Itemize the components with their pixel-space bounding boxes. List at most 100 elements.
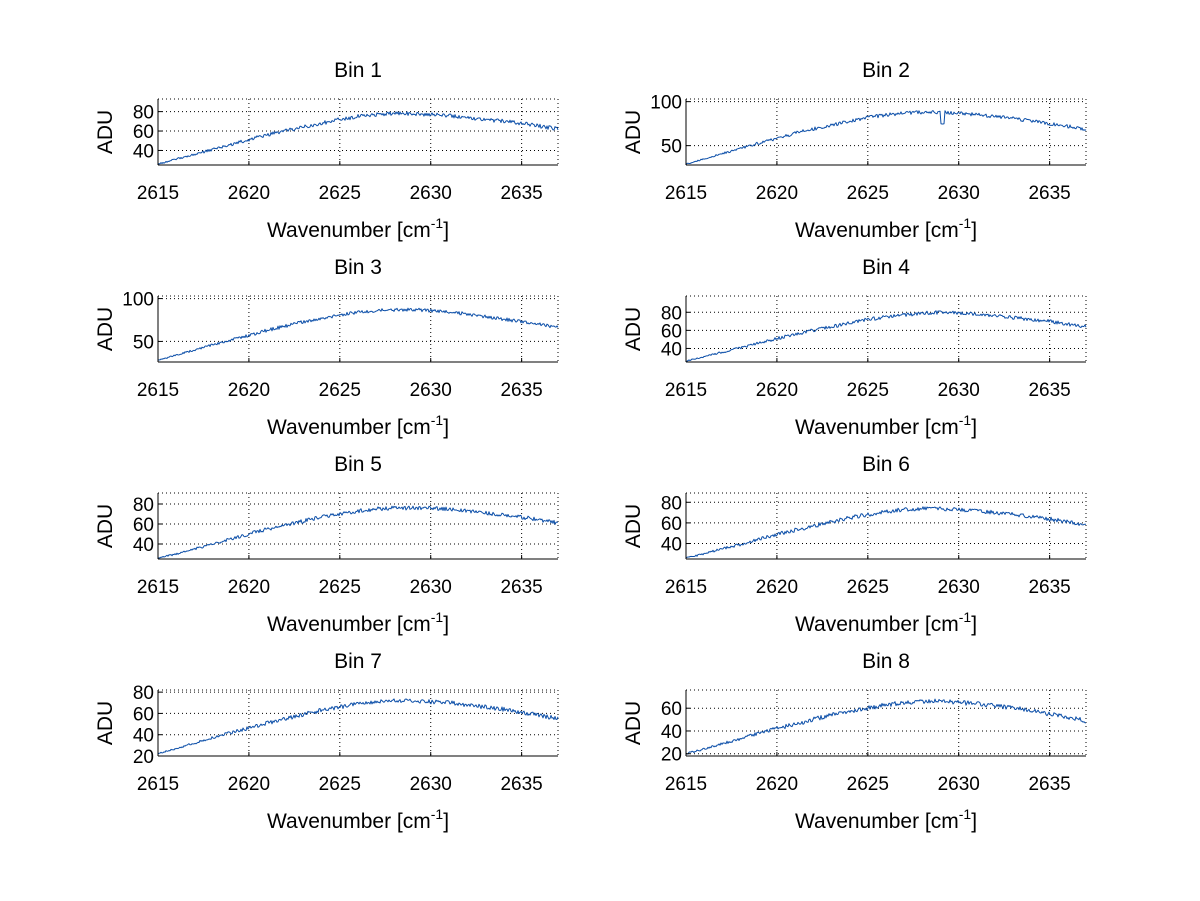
y-tick-label: 100 — [650, 93, 682, 114]
x-tick-label: 2625 — [319, 577, 361, 598]
plot-area — [686, 99, 1086, 165]
x-axis-label-tail: ] — [971, 416, 977, 439]
x-axis-label-tail: ] — [971, 613, 977, 636]
x-tick-label: 2630 — [938, 577, 980, 598]
x-axis-label-main: Wavenumber [cm — [267, 416, 431, 439]
subplot-title: Bin 3 — [334, 256, 382, 279]
x-axis-label-tail: ] — [971, 219, 977, 242]
x-axis-label: Wavenumber [cm-1] — [795, 806, 977, 833]
subplot-title: Bin 8 — [862, 650, 910, 673]
x-tick-label: 2635 — [1028, 774, 1070, 795]
x-axis-label: Wavenumber [cm-1] — [267, 806, 449, 833]
y-tick-label: 60 — [133, 704, 154, 725]
y-tick-label: 40 — [133, 535, 154, 556]
y-tick-label: 80 — [661, 303, 682, 324]
x-axis-label-superscript: -1 — [431, 412, 444, 428]
x-tick-label: 2630 — [938, 380, 980, 401]
x-tick-label: 2620 — [756, 577, 798, 598]
y-axis-label: ADU — [622, 307, 645, 351]
y-axis-label: ADU — [94, 504, 117, 548]
plot-area — [686, 296, 1086, 362]
x-axis-label-superscript: -1 — [959, 215, 972, 231]
x-tick-label: 2625 — [847, 183, 889, 204]
y-tick-label: 80 — [133, 495, 154, 516]
subplot-title: Bin 4 — [862, 256, 910, 279]
y-tick-label: 60 — [661, 699, 682, 720]
x-axis-label-main: Wavenumber [cm — [795, 219, 959, 242]
x-tick-label: 2635 — [500, 774, 542, 795]
subplot-bin-3: 2615 2620 2625 2630 2635 50 100 Bin 3 Wavenumber… — [94, 256, 559, 439]
x-tick-label: 2620 — [228, 183, 270, 204]
x-tick-label: 2625 — [847, 577, 889, 598]
x-axis-label-tail: ] — [443, 416, 449, 439]
x-tick-label: 2615 — [137, 577, 179, 598]
plot-area — [686, 493, 1086, 559]
x-axis-label-main: Wavenumber [cm — [795, 810, 959, 833]
y-tick-label: 60 — [133, 515, 154, 536]
y-tick-label: 80 — [133, 683, 154, 704]
x-axis-label-tail: ] — [971, 810, 977, 833]
y-tick-label: 100 — [122, 290, 154, 311]
x-tick-label: 2625 — [319, 774, 361, 795]
y-tick-label: 40 — [661, 535, 682, 556]
x-axis-label-superscript: -1 — [431, 609, 444, 625]
y-axis-label: ADU — [94, 701, 117, 745]
x-tick-label: 2620 — [756, 183, 798, 204]
plot-area — [158, 690, 558, 756]
x-tick-label: 2635 — [1028, 380, 1070, 401]
y-tick-label: 40 — [661, 339, 682, 360]
y-tick-label: 50 — [133, 332, 154, 353]
x-tick-label: 2620 — [228, 380, 270, 401]
x-tick-label: 2615 — [665, 577, 707, 598]
x-axis-label-superscript: -1 — [959, 806, 972, 822]
x-axis-label: Wavenumber [cm-1] — [795, 412, 977, 439]
x-tick-label: 2620 — [228, 774, 270, 795]
y-tick-label: 50 — [661, 137, 682, 158]
x-axis-label-main: Wavenumber [cm — [795, 416, 959, 439]
spectrum-line — [685, 310, 1087, 362]
y-tick-label: 40 — [133, 141, 154, 162]
x-tick-label: 2630 — [410, 183, 452, 204]
x-tick-label: 2630 — [410, 380, 452, 401]
plot-area — [158, 493, 558, 559]
subplot-title: Bin 1 — [334, 59, 382, 82]
spectrum-line — [157, 111, 559, 165]
x-axis-label: Wavenumber [cm-1] — [795, 609, 977, 636]
x-axis-label-main: Wavenumber [cm — [267, 219, 431, 242]
x-tick-label: 2615 — [137, 380, 179, 401]
x-axis-label-main: Wavenumber [cm — [795, 613, 959, 636]
spectrum-line — [685, 698, 1087, 755]
x-axis-label-main: Wavenumber [cm — [267, 810, 431, 833]
subplot-title: Bin 2 — [862, 59, 910, 82]
x-axis-label-superscript: -1 — [959, 412, 972, 428]
y-axis-label: ADU — [94, 307, 117, 351]
y-tick-label: 60 — [661, 321, 682, 342]
spectrum-line — [157, 307, 559, 361]
x-axis-label-superscript: -1 — [431, 806, 444, 822]
x-axis-label-superscript: -1 — [431, 215, 444, 231]
x-tick-label: 2635 — [1028, 577, 1070, 598]
y-tick-label: 40 — [133, 726, 154, 747]
x-tick-label: 2615 — [137, 183, 179, 204]
x-axis-label: Wavenumber [cm-1] — [267, 412, 449, 439]
x-axis-label-tail: ] — [443, 219, 449, 242]
plot-area — [158, 296, 558, 362]
x-axis-label: Wavenumber [cm-1] — [795, 215, 977, 242]
x-tick-label: 2615 — [137, 774, 179, 795]
subplot-title: Bin 5 — [334, 453, 382, 476]
x-tick-label: 2635 — [500, 577, 542, 598]
y-tick-label: 60 — [661, 514, 682, 535]
x-axis-label-superscript: -1 — [959, 609, 972, 625]
y-axis-label: ADU — [622, 701, 645, 745]
x-tick-label: 2615 — [665, 774, 707, 795]
x-tick-label: 2630 — [938, 183, 980, 204]
x-tick-label: 2630 — [410, 774, 452, 795]
x-tick-label: 2625 — [847, 774, 889, 795]
x-tick-label: 2625 — [319, 380, 361, 401]
